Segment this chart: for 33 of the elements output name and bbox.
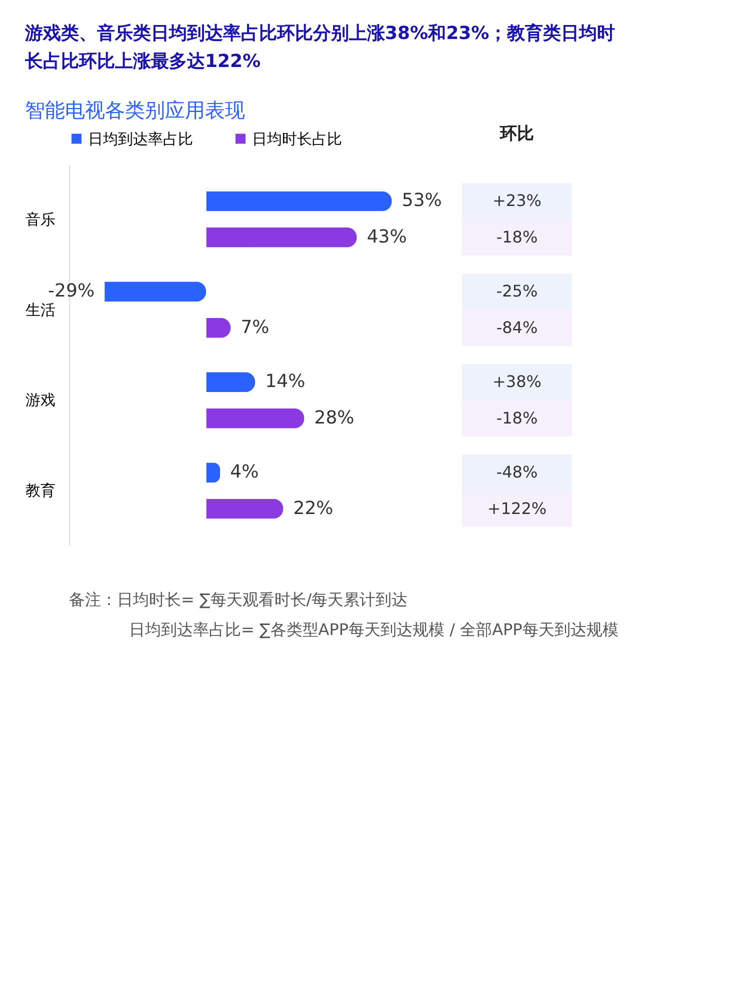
data-label: 4%	[230, 462, 259, 483]
text: -48%	[496, 462, 538, 482]
text: +122%	[487, 498, 547, 518]
text: 备注：日均时长= ∑每天观看时长/每天累计到达	[69, 590, 408, 609]
bar	[206, 191, 392, 212]
data-label: 7%	[240, 316, 270, 338]
bar	[104, 282, 206, 302]
text: +23%	[492, 191, 542, 210]
chart-title: 游戏类、音乐类日均到达率占比环比分别上涨38%和23%；教育类日均时长占比环比上涨最多达122%	[24, 22, 616, 72]
text: +38%	[492, 372, 542, 392]
legend-label: 日均到达率占比	[88, 130, 193, 148]
data-label: 28%	[314, 407, 354, 428]
bar	[206, 408, 304, 428]
data-label: -29%	[48, 280, 95, 302]
text: -84%	[496, 318, 538, 337]
text: 日均到达率占比= ∑各类型APP每天到达规模 / 全部APP每天到达规模	[129, 620, 618, 639]
text: -18%	[496, 408, 538, 428]
y-tick-label: 音乐	[26, 210, 56, 228]
data-label: 53%	[402, 190, 442, 212]
data-label: 43%	[366, 226, 407, 248]
bar	[206, 498, 284, 519]
legend-label: 日均时长占比	[252, 130, 342, 148]
y-tick-label: 教育	[26, 482, 56, 500]
y-tick-label: 生活	[26, 300, 56, 319]
text: -18%	[496, 227, 538, 246]
data-label: 22%	[293, 498, 334, 519]
data-label: 14%	[265, 371, 306, 392]
chart-subtitle: 智能电视各类别应用表现	[25, 98, 245, 122]
y-tick-label: 游戏	[26, 391, 56, 410]
bar	[206, 227, 357, 248]
bar	[206, 372, 256, 392]
text: 环比	[499, 124, 534, 144]
text: -25%	[496, 282, 538, 301]
